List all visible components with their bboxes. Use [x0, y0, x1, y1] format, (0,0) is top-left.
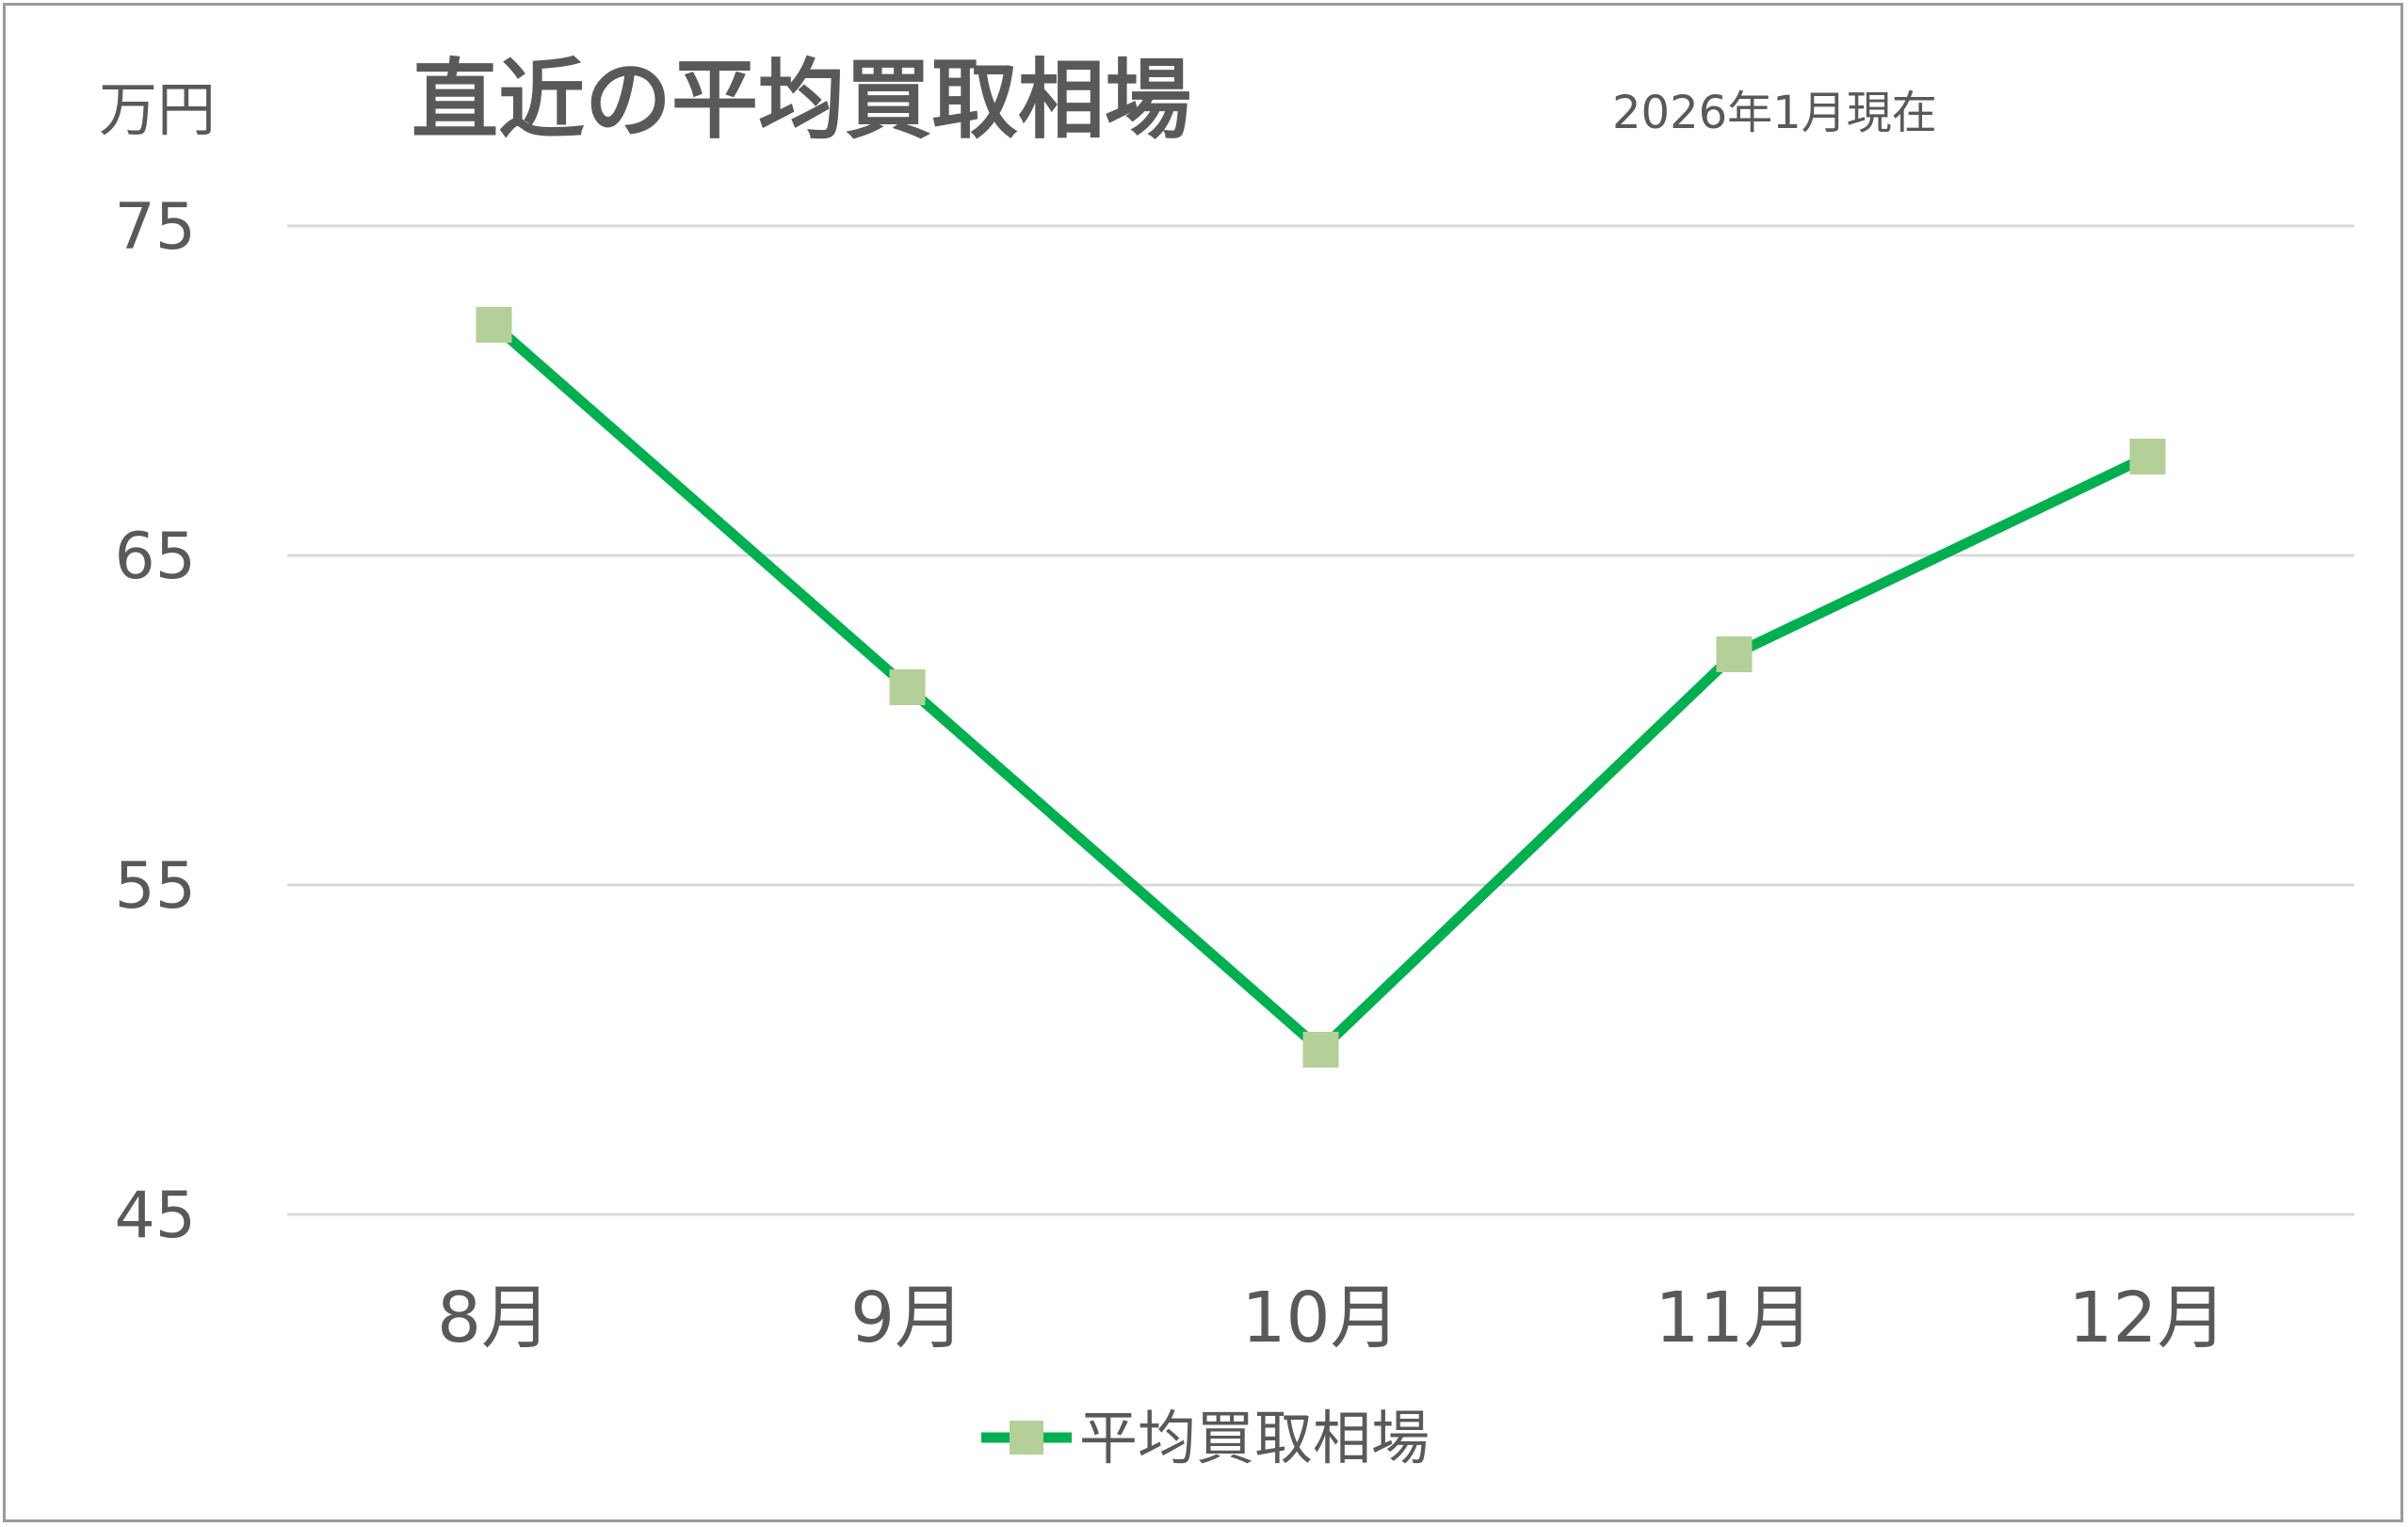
x-tick-label: 9月 — [850, 1278, 964, 1358]
y-tick-label: 55 — [114, 849, 196, 924]
series-group — [476, 307, 2166, 1068]
x-tick-label: 10月 — [1241, 1278, 1399, 1358]
series-line — [490, 320, 2150, 1055]
legend-label: 平均買取相場 — [1079, 1404, 1430, 1472]
y-tick-label: 45 — [114, 1179, 196, 1253]
y-axis-ticks: 75 65 55 45 — [114, 190, 196, 1253]
x-tick-label: 12月 — [2068, 1278, 2226, 1358]
x-tick-label: 8月 — [437, 1278, 551, 1358]
y-tick-label: 65 — [114, 520, 196, 594]
data-point-marker — [476, 307, 512, 343]
data-point-marker — [2129, 439, 2166, 474]
data-point-marker — [1302, 1032, 1339, 1068]
y-axis-unit-label: 万円 — [99, 75, 216, 144]
chart-frame — [3, 3, 2403, 1522]
chart-title: 直近の平均買取相場 — [412, 50, 1191, 151]
data-point-marker — [1716, 636, 1753, 672]
gridlines — [287, 224, 2354, 1216]
x-tick-label: 11月 — [1655, 1278, 1813, 1358]
legend-marker-swatch — [1010, 1421, 1043, 1455]
x-axis-ticks: 8月 9月 10月 11月 12月 — [437, 1278, 2227, 1358]
data-point-marker — [889, 669, 926, 705]
chart-subtitle: 2026年1月現在 — [1612, 87, 1937, 139]
y-tick-label: 75 — [114, 190, 196, 265]
legend: 平均買取相場 — [981, 1404, 1430, 1472]
